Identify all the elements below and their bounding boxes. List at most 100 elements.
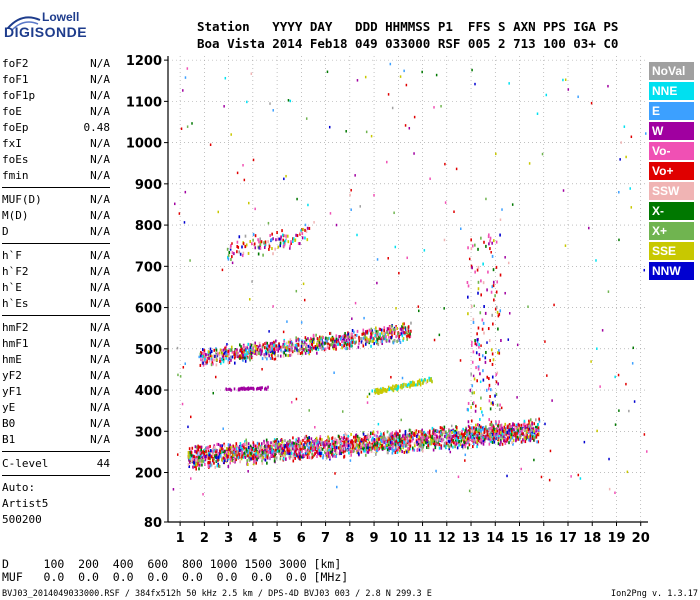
echo-point: [187, 454, 190, 458]
echo-point: [258, 442, 260, 446]
echo-point: [345, 437, 348, 441]
echo-point: [455, 437, 458, 441]
echo-point: [375, 330, 378, 334]
echo-point: [362, 344, 365, 348]
echo-point: [264, 240, 267, 244]
echo-point: [419, 441, 422, 445]
noise-point: [450, 424, 453, 428]
echo-point: [368, 435, 370, 439]
noise-point: [468, 440, 470, 443]
echo-point: [268, 245, 271, 249]
echo-point: [201, 463, 203, 467]
echo-point: [331, 335, 334, 339]
echo-point: [363, 444, 366, 448]
echo-point: [531, 434, 534, 438]
echo-point: [398, 437, 401, 441]
x-tick-label: 2: [200, 531, 209, 546]
echo-point: [317, 449, 319, 453]
echo-point: [316, 439, 318, 443]
echo-point: [447, 443, 449, 447]
echo-point: [207, 450, 210, 454]
echo-point: [230, 448, 232, 452]
echo-point: [198, 463, 201, 467]
echo-point: [489, 436, 491, 440]
y-tick-label: 80: [144, 516, 162, 531]
echo-point: [465, 433, 468, 437]
param-value: N/A: [90, 57, 110, 70]
echo-point: [506, 431, 509, 435]
echo-point: [326, 443, 329, 447]
echo-point: [295, 343, 298, 347]
echo-point: [523, 439, 525, 443]
echo-point: [213, 348, 216, 352]
echo-point: [340, 336, 342, 340]
echo-point: [333, 443, 336, 447]
echo-point: [407, 382, 410, 386]
echo-point: [222, 354, 225, 358]
echo-point: [204, 455, 206, 459]
echo-point: [197, 462, 199, 466]
echo-point: [372, 430, 375, 434]
echo-point: [425, 434, 427, 438]
echo-point: [288, 447, 290, 451]
echo-point: [227, 443, 230, 447]
echo-point: [288, 449, 290, 453]
echo-point: [435, 439, 437, 443]
echo-point: [362, 432, 365, 436]
echo-point: [216, 449, 218, 453]
echo-point: [250, 343, 253, 347]
echo-point: [373, 342, 376, 346]
echo-point: [304, 236, 306, 240]
echo-point: [234, 355, 236, 359]
echo-point: [479, 311, 482, 315]
echo-point: [454, 441, 457, 445]
param-name: h`Es: [2, 297, 29, 310]
echo-point: [236, 245, 239, 249]
echo-point: [273, 343, 275, 347]
noise-point: [511, 203, 514, 206]
echo-point: [482, 281, 485, 285]
echo-point: [348, 338, 351, 342]
noise-point: [623, 125, 626, 128]
noise-point: [472, 374, 475, 378]
echo-point: [380, 389, 383, 393]
echo-point: [388, 436, 391, 440]
echo-point: [384, 442, 387, 446]
echo-point: [273, 459, 276, 463]
echo-point: [273, 351, 276, 355]
echo-point: [221, 357, 223, 361]
echo-point: [503, 431, 506, 435]
echo-point: [200, 454, 203, 458]
echo-point: [256, 346, 259, 350]
x-tick-label: 9: [370, 531, 379, 546]
echo-point: [289, 340, 292, 344]
echo-point: [295, 444, 298, 448]
echo-point: [379, 388, 381, 392]
echo-point: [448, 429, 450, 433]
echo-point: [371, 438, 373, 442]
echo-point: [511, 430, 513, 434]
echo-point: [361, 437, 363, 441]
echo-point: [483, 240, 485, 244]
echo-point: [499, 424, 502, 428]
echo-point: [388, 434, 391, 438]
echo-point: [492, 358, 495, 362]
echo-point: [193, 458, 196, 462]
echo-point: [324, 347, 327, 351]
echo-point: [247, 454, 249, 458]
echo-point: [397, 332, 399, 336]
echo-point: [238, 235, 241, 239]
noise-point: [423, 249, 426, 252]
echo-point: [402, 440, 405, 444]
echo-point: [436, 442, 438, 446]
legend-item-ssw: SSW: [649, 182, 694, 200]
noise-point: [267, 221, 270, 225]
echo-point: [240, 354, 242, 358]
echo-point: [251, 455, 254, 459]
echo-point: [287, 443, 290, 447]
echo-point: [262, 447, 265, 451]
echo-point: [264, 458, 267, 462]
echo-point: [346, 335, 349, 339]
echo-point: [225, 345, 227, 349]
echo-point: [239, 448, 242, 452]
